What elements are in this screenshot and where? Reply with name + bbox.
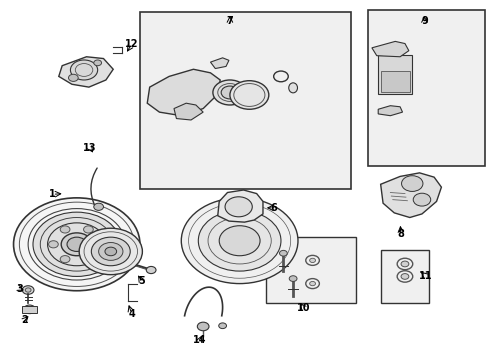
Circle shape (198, 210, 281, 271)
Text: 11: 11 (418, 271, 431, 281)
Ellipse shape (288, 83, 297, 93)
Circle shape (181, 198, 297, 284)
Circle shape (25, 288, 31, 292)
Circle shape (400, 274, 408, 279)
Circle shape (22, 286, 34, 294)
Text: 3: 3 (17, 284, 23, 294)
Bar (22, 306, 37, 313)
Circle shape (60, 256, 70, 263)
Circle shape (79, 228, 142, 275)
Polygon shape (59, 57, 113, 87)
Circle shape (67, 237, 86, 251)
Circle shape (279, 250, 287, 256)
Circle shape (401, 176, 422, 192)
Circle shape (412, 193, 430, 206)
Bar (377, 55, 411, 94)
Polygon shape (147, 69, 220, 116)
Circle shape (24, 305, 35, 314)
Circle shape (91, 237, 130, 266)
Text: 2: 2 (21, 315, 28, 325)
Polygon shape (371, 41, 408, 57)
Circle shape (221, 86, 238, 99)
Circle shape (146, 266, 156, 274)
Circle shape (94, 60, 102, 66)
Circle shape (309, 258, 315, 262)
Text: 13: 13 (83, 143, 97, 153)
Circle shape (400, 261, 408, 267)
Circle shape (99, 243, 122, 260)
Circle shape (33, 212, 120, 276)
Circle shape (219, 226, 260, 256)
Circle shape (95, 241, 105, 248)
Bar (368, 10, 484, 166)
Text: 10: 10 (297, 303, 310, 313)
Text: 8: 8 (397, 229, 404, 239)
Bar (380, 71, 409, 93)
Bar (380, 249, 428, 303)
Text: 5: 5 (138, 276, 144, 286)
Circle shape (288, 276, 296, 282)
Text: 12: 12 (125, 39, 138, 49)
Bar (266, 237, 356, 303)
Circle shape (60, 226, 70, 233)
Circle shape (229, 81, 268, 109)
Polygon shape (217, 190, 263, 222)
Text: 9: 9 (420, 16, 427, 26)
Circle shape (197, 322, 208, 331)
Polygon shape (210, 58, 228, 68)
Circle shape (94, 203, 103, 210)
Polygon shape (174, 103, 203, 120)
Text: 7: 7 (226, 16, 233, 26)
Circle shape (70, 60, 98, 80)
Circle shape (212, 80, 246, 105)
Circle shape (61, 233, 92, 256)
Text: 14: 14 (193, 335, 206, 345)
Circle shape (48, 241, 58, 248)
Circle shape (218, 323, 226, 329)
Polygon shape (377, 106, 402, 116)
Bar (140, 12, 351, 189)
Circle shape (309, 282, 315, 286)
Text: 4: 4 (128, 309, 135, 319)
Circle shape (105, 247, 116, 256)
Text: 6: 6 (270, 203, 277, 213)
Circle shape (68, 74, 78, 81)
Polygon shape (380, 173, 441, 217)
Text: 1: 1 (49, 189, 56, 199)
Circle shape (14, 198, 140, 291)
Circle shape (83, 256, 93, 263)
Circle shape (224, 197, 252, 217)
Circle shape (83, 226, 93, 233)
